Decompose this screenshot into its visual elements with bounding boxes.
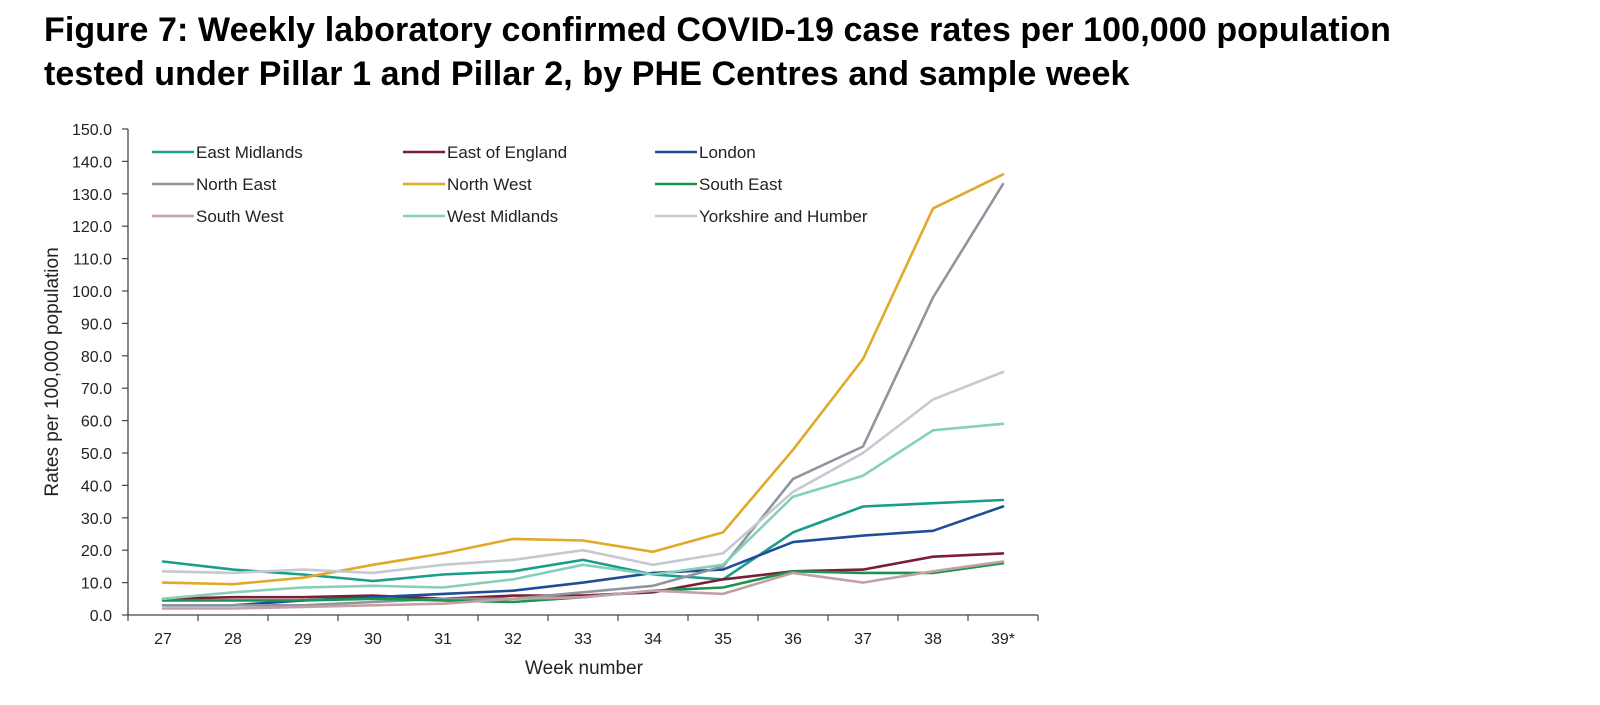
x-tick-label: 30 — [364, 631, 382, 648]
y-tick-label: 0.0 — [90, 608, 112, 625]
x-tick-label: 28 — [224, 631, 242, 648]
series-line-north-west — [161, 173, 1005, 586]
y-tick-label: 150.0 — [72, 122, 112, 139]
axes: 0.0 10.0 20.0 30.0 40.0 50.0 60.0 70.0 80.0 90.0 1… — [72, 122, 1039, 648]
x-axis-title: Week number — [525, 658, 644, 679]
x-tick-label: 29 — [294, 631, 312, 648]
legend-item-west-midlands: West Midlands — [403, 207, 558, 226]
legend-label: North West — [447, 175, 532, 194]
x-tick-label: 37 — [854, 631, 872, 648]
legend-label: North East — [196, 175, 277, 194]
series-line-yorkshire-and-humber — [161, 370, 1005, 575]
x-tick-label: 36 — [784, 631, 802, 648]
legend-label: South West — [196, 207, 284, 226]
x-tick-label: 39* — [991, 631, 1015, 648]
legend-label: East Midlands — [196, 143, 303, 162]
x-tick-label: 34 — [644, 631, 662, 648]
series-line-north-east — [161, 182, 1005, 607]
legend-item-south-west: South West — [152, 207, 284, 226]
chart-title-line-2: tested under Pillar 1 and Pillar 2, by P… — [44, 55, 1130, 93]
y-tick-label: 10.0 — [81, 576, 112, 593]
legend-item-north-west: North West — [403, 175, 532, 194]
x-tick-label: 33 — [574, 631, 592, 648]
y-tick-label: 40.0 — [81, 478, 112, 495]
y-tick-label: 70.0 — [81, 381, 112, 398]
series-line-london — [161, 505, 1005, 607]
y-tick-label: 30.0 — [81, 511, 112, 528]
legend-item-east-of-england: East of England — [403, 143, 567, 162]
y-tick-label: 60.0 — [81, 414, 112, 431]
y-tick-label: 140.0 — [72, 154, 112, 171]
x-tick-label: 32 — [504, 631, 522, 648]
series-line-south-west — [161, 560, 1005, 610]
x-tick-label: 31 — [434, 631, 452, 648]
legend-label: West Midlands — [447, 207, 558, 226]
y-tick-label: 50.0 — [81, 446, 112, 463]
legend: East Midlands East of England London North … — [152, 143, 868, 226]
legend-label: Yorkshire and Humber — [699, 207, 868, 226]
legend-item-yorkshire-and-humber: Yorkshire and Humber — [655, 207, 868, 226]
series-line-east-of-england — [161, 552, 1005, 601]
x-tick-label: 27 — [154, 631, 172, 648]
series-line-west-midlands — [161, 422, 1005, 601]
chart-title-line-1: Figure 7: Weekly laboratory confirmed CO… — [44, 11, 1392, 49]
y-axis-title: Rates per 100,000 population — [42, 247, 63, 496]
legend-label: East of England — [447, 143, 567, 162]
legend-item-south-east: South East — [655, 175, 782, 194]
series-line-east-midlands — [161, 498, 1005, 583]
y-tick-label: 20.0 — [81, 543, 112, 560]
legend-label: South East — [699, 175, 782, 194]
x-tick-label: 35 — [714, 631, 732, 648]
y-tick-label: 110.0 — [73, 252, 112, 269]
y-tick-label: 130.0 — [72, 187, 112, 204]
legend-item-north-east: North East — [152, 175, 277, 194]
legend-item-east-midlands: East Midlands — [152, 143, 303, 162]
y-tick-label: 120.0 — [72, 219, 112, 236]
y-tick-label: 90.0 — [81, 316, 112, 333]
y-tick-label: 100.0 — [72, 284, 112, 301]
legend-label: London — [699, 143, 756, 162]
legend-item-london: London — [655, 143, 756, 162]
series-lines — [161, 173, 1005, 610]
chart-title: Figure 7: Weekly laboratory confirmed CO… — [44, 8, 1584, 96]
x-tick-label: 38 — [924, 631, 942, 648]
y-tick-label: 80.0 — [81, 349, 112, 366]
